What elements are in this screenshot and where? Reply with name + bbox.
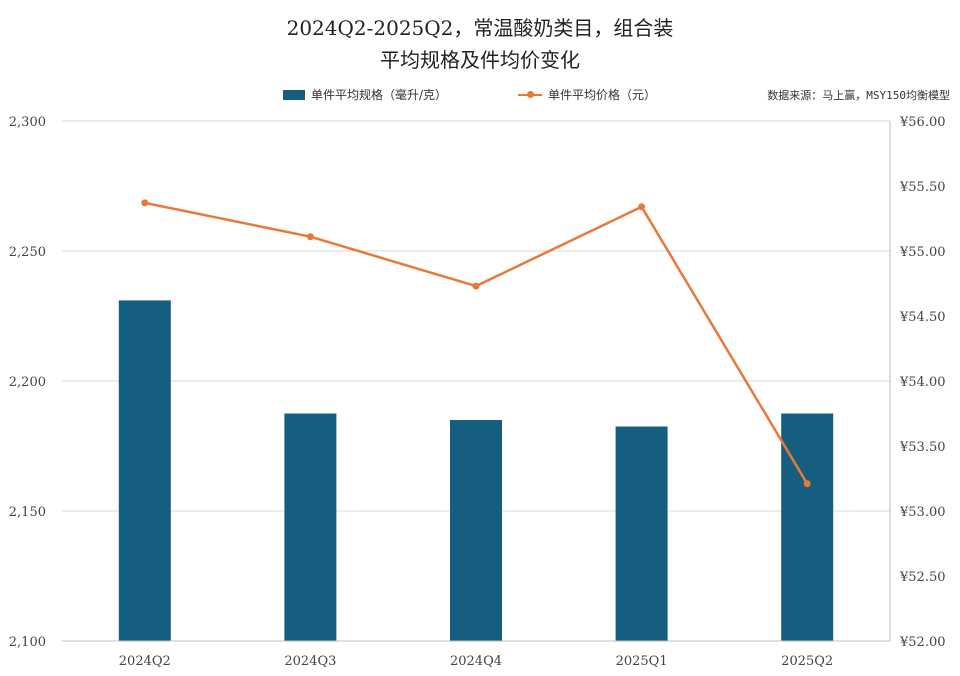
- legend-item-bar: 单件平均规格（毫升/克）: [283, 86, 447, 103]
- legend-line-swatch: [518, 90, 542, 100]
- price-point-2025Q2: [803, 480, 811, 488]
- x-axis-tick-label: 2025Q2: [781, 654, 833, 669]
- legend-bar-swatch: [283, 89, 305, 100]
- data-source-note: 数据来源：马上赢，MSY150均衡模型: [767, 89, 950, 102]
- x-axis-tick-label: 2025Q1: [616, 654, 668, 669]
- price-point-2024Q4: [472, 282, 480, 290]
- legend-item-line: 单件平均价格（元）: [518, 86, 656, 103]
- right-axis-tick-label: ¥52.50: [899, 570, 946, 585]
- bar-2025Q1: [615, 426, 668, 641]
- right-axis-tick-label: ¥54.00: [899, 375, 946, 390]
- bar-2024Q3: [284, 413, 337, 641]
- x-axis: 2024Q2 2024Q3 2024Q4 2025Q1 2025Q2: [62, 640, 890, 669]
- bar-2025Q2: [781, 413, 834, 641]
- x-axis-tick-label: 2024Q4: [450, 654, 502, 669]
- left-axis: 2,100 2,150 2,200 2,250 2,300: [9, 115, 46, 650]
- price-point-2025Q1: [638, 203, 646, 211]
- x-axis-tick-label: 2024Q3: [284, 654, 336, 669]
- chart-title-line2: 平均规格及件均价变化: [380, 48, 580, 72]
- legend-bar-label: 单件平均规格（毫升/克）: [311, 88, 448, 102]
- right-axis-tick-label: ¥52.00: [899, 635, 946, 650]
- bar-series: [118, 300, 834, 641]
- legend-line-label: 单件平均价格（元）: [548, 88, 657, 102]
- right-axis-tick-label: ¥53.00: [899, 505, 946, 520]
- bar-2024Q4: [450, 420, 502, 641]
- right-axis-tick-label: ¥55.00: [899, 245, 946, 260]
- price-point-2024Q3: [306, 233, 314, 241]
- right-axis-tick-label: ¥56.00: [899, 115, 946, 130]
- right-axis-tick-label: ¥55.50: [899, 180, 946, 195]
- bar-2024Q2: [118, 300, 171, 641]
- price-point-2024Q2: [141, 199, 149, 207]
- right-axis-tick-label: ¥53.50: [899, 440, 946, 455]
- right-axis: ¥52.00 ¥52.50 ¥53.00 ¥53.50 ¥54.00 ¥54.50 ¥55.…: [889, 115, 946, 650]
- line-series: [141, 199, 811, 488]
- x-axis-tick-label: 2024Q2: [119, 654, 171, 669]
- left-axis-tick-label: 2,250: [9, 245, 46, 260]
- right-axis-tick-label: ¥54.50: [899, 310, 946, 325]
- left-axis-tick-label: 2,150: [9, 505, 46, 520]
- left-axis-tick-label: 2,100: [9, 635, 46, 650]
- chart-title-line1: 2024Q2-2025Q2，常温酸奶类目，组合装: [286, 16, 674, 40]
- left-axis-tick-label: 2,300: [9, 115, 46, 130]
- left-axis-tick-label: 2,200: [9, 375, 46, 390]
